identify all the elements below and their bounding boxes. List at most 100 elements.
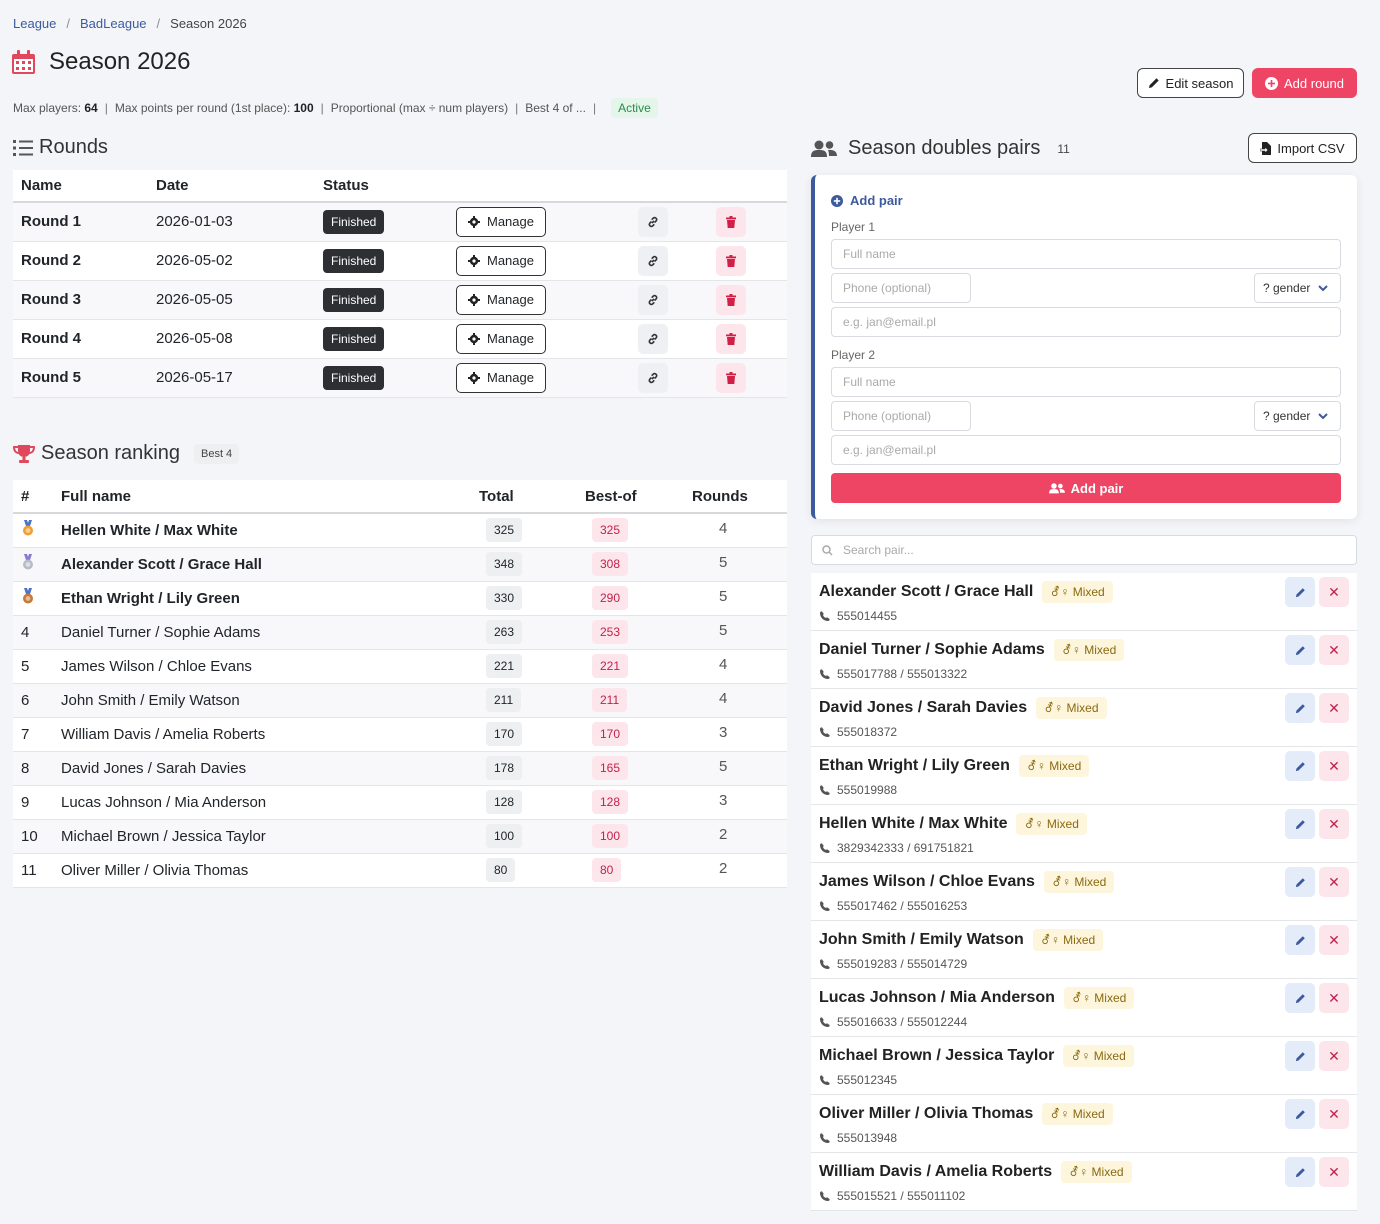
round-name: Round 1 bbox=[13, 202, 148, 242]
manage-button[interactable]: Manage bbox=[456, 245, 546, 276]
player2-label: Player 2 bbox=[831, 348, 876, 362]
rank-number: 6 bbox=[13, 683, 61, 718]
delete-pair-button[interactable]: ✕ bbox=[1319, 1099, 1349, 1129]
delete-button[interactable] bbox=[716, 323, 746, 354]
import-csv-button[interactable]: Import CSV bbox=[1248, 133, 1357, 163]
mixed-label: Mixed bbox=[1093, 1049, 1126, 1063]
delete-pair-button[interactable]: ✕ bbox=[1319, 1041, 1349, 1071]
delete-button[interactable] bbox=[716, 245, 746, 276]
link-button[interactable] bbox=[638, 323, 668, 354]
pencil-icon bbox=[1148, 78, 1159, 88]
table-row: 7 William Davis / Amelia Roberts 170 170… bbox=[13, 717, 787, 752]
manage-button[interactable]: Manage bbox=[456, 362, 546, 393]
link-button[interactable] bbox=[638, 362, 668, 393]
delete-pair-button[interactable]: ✕ bbox=[1319, 751, 1349, 781]
edit-pair-button[interactable] bbox=[1285, 1041, 1315, 1071]
rounds-heading: Rounds bbox=[13, 136, 108, 159]
edit-pair-button[interactable] bbox=[1285, 867, 1315, 897]
delete-pair-button[interactable]: ✕ bbox=[1319, 983, 1349, 1013]
link-button[interactable] bbox=[638, 245, 668, 276]
add-pair-submit-button[interactable]: Add pair bbox=[831, 473, 1341, 503]
link-button[interactable] bbox=[638, 284, 668, 315]
delete-pair-button[interactable]: ✕ bbox=[1319, 1157, 1349, 1187]
player2-name-input[interactable]: Full name bbox=[831, 367, 1341, 397]
edit-pair-button[interactable] bbox=[1285, 693, 1315, 723]
delete-pair-button[interactable]: ✕ bbox=[1319, 809, 1349, 839]
rounds-table: Name Date Status Round 1 2026-01-03 Fini… bbox=[13, 170, 787, 398]
users-icon bbox=[1048, 482, 1065, 493]
delete-button[interactable] bbox=[716, 362, 746, 393]
player1-email-input[interactable]: e.g. jan@email.pl bbox=[831, 307, 1341, 337]
edit-pair-button[interactable] bbox=[1285, 635, 1315, 665]
ranking-name: Ethan Wright / Lily Green bbox=[61, 581, 466, 616]
round-date: 2026-01-03 bbox=[148, 202, 315, 242]
total-points: 221 bbox=[486, 654, 523, 678]
player2-gender-select[interactable]: ? gender bbox=[1254, 401, 1341, 431]
pair-phone: 555013948 bbox=[837, 1131, 898, 1145]
delete-pair-button[interactable]: ✕ bbox=[1319, 867, 1349, 897]
rounds-heading-text: Rounds bbox=[39, 136, 108, 158]
mixed-label: Mixed bbox=[1094, 991, 1127, 1005]
delete-button[interactable] bbox=[716, 206, 746, 237]
close-icon: ✕ bbox=[1328, 873, 1340, 890]
edit-pair-button[interactable] bbox=[1285, 577, 1315, 607]
player1-gender-select[interactable]: ? gender bbox=[1254, 273, 1341, 303]
pair-phone: 555017462 / 555016253 bbox=[837, 899, 968, 913]
round-name: Round 3 bbox=[13, 280, 148, 320]
edit-pair-button[interactable] bbox=[1285, 751, 1315, 781]
manage-button[interactable]: Manage bbox=[456, 206, 546, 237]
delete-button[interactable] bbox=[716, 284, 746, 315]
rounds-played: 2 bbox=[685, 853, 787, 888]
search-pair-input[interactable]: Search pair... bbox=[811, 535, 1357, 565]
mixed-badge: ⚦♀ Mixed bbox=[1036, 697, 1107, 719]
gender-symbols-icon: ⚦♀ bbox=[1024, 817, 1044, 831]
trash-icon bbox=[726, 332, 736, 345]
manage-button[interactable]: Manage bbox=[456, 284, 546, 315]
edit-pair-button[interactable] bbox=[1285, 925, 1315, 955]
gear-icon bbox=[468, 215, 480, 228]
breadcrumb-link-badleague[interactable]: BadLeague bbox=[80, 16, 147, 31]
player2-gender-value: ? gender bbox=[1263, 409, 1311, 423]
mixed-label: Mixed bbox=[1072, 585, 1105, 599]
breadcrumb-link-league[interactable]: League bbox=[13, 16, 57, 31]
list-item: William Davis / Amelia Roberts ⚦♀ Mixed … bbox=[811, 1153, 1357, 1211]
manage-button[interactable]: Manage bbox=[456, 323, 546, 354]
player1-label: Player 1 bbox=[831, 220, 876, 234]
delete-pair-button[interactable]: ✕ bbox=[1319, 925, 1349, 955]
pair-phone: 555017788 / 555013322 bbox=[837, 667, 968, 681]
delete-pair-button[interactable]: ✕ bbox=[1319, 635, 1349, 665]
phone-icon bbox=[820, 958, 830, 969]
total-points: 128 bbox=[486, 790, 523, 814]
edit-pair-button[interactable] bbox=[1285, 1157, 1315, 1187]
users-icon bbox=[811, 140, 837, 157]
rank-number: 8 bbox=[13, 751, 61, 786]
status-badge: Finished bbox=[323, 365, 385, 390]
phone-icon bbox=[820, 1016, 830, 1027]
mixed-badge: ⚦♀ Mixed bbox=[1053, 639, 1125, 661]
player1-name-input[interactable]: Full name bbox=[831, 239, 1341, 269]
list-item: Daniel Turner / Sophie Adams ⚦♀ Mixed 55… bbox=[811, 631, 1357, 689]
player2-phone-input[interactable]: Phone (optional) bbox=[831, 401, 971, 431]
player2-email-input[interactable]: e.g. jan@email.pl bbox=[831, 435, 1341, 465]
pair-name: William Davis / Amelia Roberts bbox=[819, 1163, 1053, 1180]
edit-pair-button[interactable] bbox=[1285, 809, 1315, 839]
mixed-label: Mixed bbox=[1074, 875, 1107, 889]
delete-pair-button[interactable]: ✕ bbox=[1319, 693, 1349, 723]
edit-pair-button[interactable] bbox=[1285, 983, 1315, 1013]
player1-phone-input[interactable]: Phone (optional) bbox=[831, 273, 971, 303]
pair-phone: 3829342333 / 691751821 bbox=[837, 841, 974, 855]
edit-season-button[interactable]: Edit season bbox=[1137, 68, 1244, 98]
link-button[interactable] bbox=[638, 206, 668, 237]
manage-label: Manage bbox=[487, 214, 534, 230]
rounds-played: 4 bbox=[685, 513, 787, 548]
add-round-button[interactable]: Add round bbox=[1252, 68, 1357, 98]
total-points: 178 bbox=[486, 756, 523, 780]
best-of-points: 221 bbox=[592, 654, 629, 678]
delete-pair-button[interactable]: ✕ bbox=[1319, 577, 1349, 607]
pair-phone: 555018372 bbox=[837, 725, 898, 739]
pencil-icon bbox=[1295, 877, 1305, 887]
gear-icon bbox=[468, 254, 480, 267]
add-pair-title: Add pair bbox=[831, 193, 903, 208]
ranking-name: Daniel Turner / Sophie Adams bbox=[61, 615, 466, 650]
edit-pair-button[interactable] bbox=[1285, 1099, 1315, 1129]
